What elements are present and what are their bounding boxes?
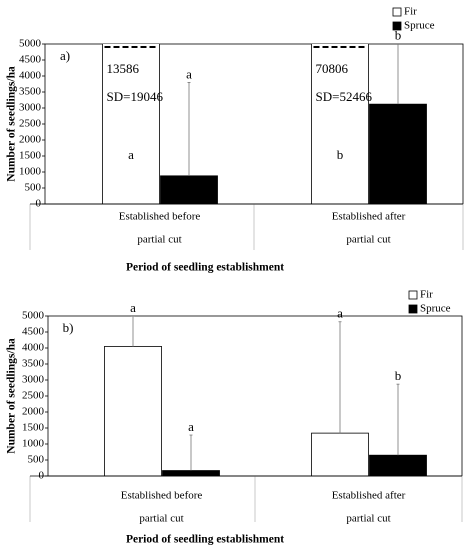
- y-tick-label: 2000: [22, 406, 45, 418]
- sd-label: SD=19046: [107, 89, 164, 104]
- y-tick-label: 1000: [22, 438, 45, 450]
- legend-swatch: [408, 304, 418, 314]
- significance-letter: a: [337, 306, 343, 321]
- x-tick-label: Established before: [119, 211, 201, 223]
- plot-area: [102, 44, 427, 204]
- legend-swatch: [392, 21, 402, 31]
- y-tick-label: 2500: [19, 118, 42, 130]
- bar: [162, 470, 220, 476]
- x-tick-label: partial cut: [137, 234, 181, 246]
- y-tick-label: 500: [28, 454, 45, 466]
- panel-label: a): [60, 48, 70, 63]
- bar: [311, 432, 369, 476]
- legend-label: Fir: [420, 289, 433, 301]
- significance-letter: b: [395, 27, 402, 42]
- significance-letter: a: [186, 66, 192, 81]
- value-label: 13586: [107, 61, 140, 76]
- y-axis-label: Number of seedlings/ha: [6, 338, 18, 454]
- x-tick-label: partial cut: [346, 234, 390, 246]
- y-tick-label: 2000: [19, 134, 42, 146]
- y-tick-label: 4500: [22, 326, 45, 338]
- legend-swatch: [408, 290, 418, 300]
- y-tick-label: 4500: [19, 54, 42, 66]
- y-tick-label: 5000: [22, 310, 45, 322]
- y-tick-label: 3500: [22, 358, 45, 370]
- y-tick-label: 3000: [19, 102, 42, 114]
- x-axis-label: Period of seedling establishment: [126, 534, 284, 546]
- bar: [102, 44, 160, 204]
- legend-label: Spruce: [404, 20, 435, 32]
- y-tick-label: 5000: [19, 38, 42, 50]
- y-tick-label: 2500: [22, 390, 45, 402]
- significance-letter: b: [395, 368, 402, 383]
- x-tick-label: Established after: [332, 490, 406, 502]
- value-label: 70806: [316, 61, 349, 76]
- y-tick-label: 1500: [19, 150, 42, 162]
- y-tick-label: 0: [36, 198, 42, 210]
- x-axis-label: Period of seedling establishment: [126, 262, 284, 274]
- bar: [160, 175, 218, 204]
- y-tick-label: 500: [25, 182, 42, 194]
- x-tick-label: partial cut: [139, 513, 183, 525]
- plot-area: [104, 316, 427, 476]
- legend-label: Spruce: [420, 303, 451, 315]
- significance-letter: a: [188, 419, 194, 434]
- bar: [311, 44, 369, 204]
- significance-letter: a: [130, 300, 136, 315]
- x-tick-label: partial cut: [346, 513, 390, 525]
- legend-swatch: [392, 7, 402, 17]
- y-tick-label: 1000: [19, 166, 42, 178]
- legend-label: Fir: [404, 6, 417, 18]
- bar: [369, 454, 427, 476]
- significance-letter: b: [337, 147, 344, 162]
- panel-label: b): [63, 320, 74, 335]
- bar: [104, 345, 162, 476]
- y-tick-label: 4000: [19, 70, 42, 82]
- y-tick-label: 3000: [22, 374, 45, 386]
- x-tick-label: Established after: [332, 211, 406, 223]
- y-tick-label: 4000: [22, 342, 45, 354]
- significance-letter: a: [128, 147, 134, 162]
- y-tick-label: 0: [39, 470, 45, 482]
- y-axis-label: Number of seedlings/ha: [6, 66, 18, 182]
- sd-label: SD=52466: [316, 89, 373, 104]
- x-tick-label: Established before: [121, 490, 203, 502]
- bar: [369, 103, 427, 204]
- y-tick-label: 3500: [19, 86, 42, 98]
- y-tick-label: 1500: [22, 422, 45, 434]
